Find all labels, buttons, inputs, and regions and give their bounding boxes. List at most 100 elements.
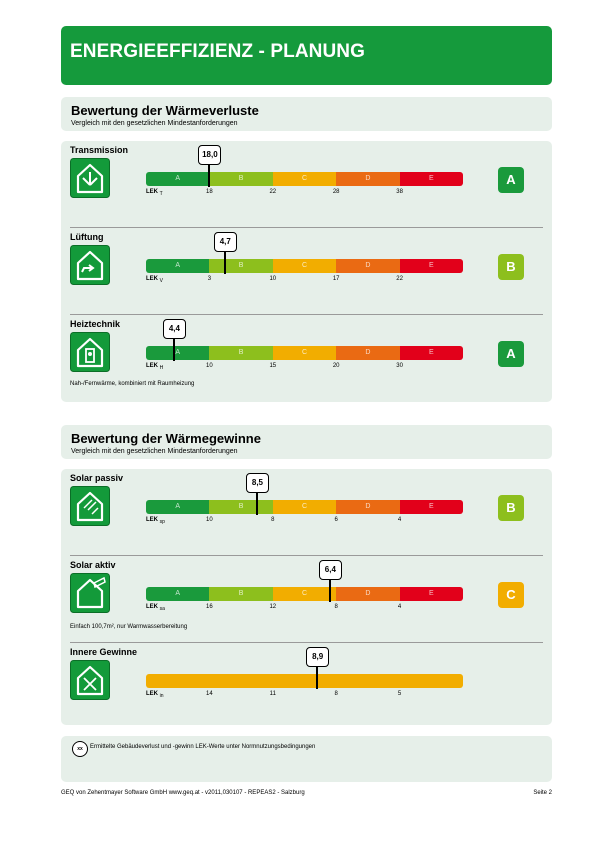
rating-segment-a: A (146, 346, 210, 360)
lek-subscript: sa (159, 606, 165, 612)
lek-label: LEK T (146, 189, 163, 197)
row-divider (70, 314, 543, 315)
rating-row-solar-passive: Solar passiv A B C D E LEK sp 10 8 6 4 8,5 B (61, 469, 552, 555)
rating-segment-d: D (336, 500, 400, 514)
row-divider (70, 227, 543, 228)
rating-segment-c: C (272, 346, 337, 360)
legend-text: Ermittelte Gebäudeverlust und -gewinn LE… (90, 744, 316, 750)
lek-label: LEK H (146, 363, 163, 371)
row-title: Heiztechnik (70, 319, 121, 329)
rating-segment-d: D (336, 587, 400, 601)
lek-text: LEK (146, 276, 158, 282)
rating-bar: A B C D E (146, 172, 463, 186)
section-title: Bewertung der Wärmegewinne (71, 431, 261, 446)
rating-segment-a: A (146, 500, 210, 514)
value-box: 4,7 (213, 232, 237, 252)
segment-label: A (175, 262, 181, 269)
rating-segment-c: C (272, 587, 337, 601)
footer-page-number: Seite 2 (533, 790, 552, 796)
section-heat-gain-body: Solar passiv A B C D E LEK sp 10 8 6 4 8,5 B Solar a… (61, 469, 552, 725)
value-box: 8,9 (306, 647, 330, 667)
grade-badge: A (498, 167, 524, 193)
tick-label: 22 (269, 189, 277, 195)
lek-text: LEK (146, 604, 158, 610)
value-needle (316, 665, 319, 689)
tick-label: 18 (206, 189, 213, 195)
page-title: ENERGIEEFFIZIENZ - PLANUNG (70, 41, 365, 62)
tick-label: 14 (206, 691, 213, 697)
row-title: Lüftung (70, 232, 104, 242)
rating-segment-d: D (336, 259, 400, 273)
tick-label: 38 (396, 189, 403, 195)
tick-label: 3 (207, 276, 212, 282)
page-header: ENERGIEEFFIZIENZ - PLANUNG (61, 26, 552, 85)
rating-bar: A B C D E (146, 587, 463, 601)
segment-label: B (238, 590, 244, 597)
rating-segment-e: E (399, 346, 463, 360)
house-solar-active-icon (70, 573, 110, 613)
tick-label: 10 (269, 276, 277, 282)
rating-row-solar-active: Solar aktiv A B C D E LEK sa 16 12 8 4 6,4 C (61, 556, 552, 642)
tick-label: 22 (396, 276, 403, 282)
rating-segment-b: B (209, 172, 273, 186)
segment-label: B (238, 175, 244, 182)
rating-bar-neutral (146, 674, 463, 688)
rating-row-ventilation: Lüftung A B C D E LEK V 3 10 17 22 4,7 B (61, 228, 552, 314)
house-heating-icon (70, 332, 110, 372)
value-needle (223, 250, 226, 274)
segment-label: C (301, 503, 308, 510)
rating-bar (146, 674, 463, 688)
segment-label: A (175, 590, 181, 597)
tick-label: 30 (396, 363, 403, 369)
value-needle (328, 578, 331, 602)
value-box-icon: xx (72, 741, 88, 757)
section-subtitle: Vergleich mit den gesetzlichen Mindestan… (71, 448, 238, 455)
segment-label: D (365, 349, 371, 356)
rating-row-internal-gains: Innere Gewinne LEK in 14 11 8 5 8,9 (61, 643, 552, 725)
rating-segment-e: E (399, 259, 463, 273)
rating-segment-e: E (399, 500, 463, 514)
row-divider (70, 642, 543, 643)
tick-label: 11 (269, 691, 276, 697)
tick-label: 4 (397, 517, 402, 523)
segment-label: E (428, 349, 434, 356)
rating-segment-c: C (272, 259, 337, 273)
value-box: 18,0 (198, 145, 222, 165)
tick-label: 16 (206, 604, 213, 610)
value-box: 6,4 (318, 560, 342, 580)
rating-segment-b: B (209, 500, 273, 514)
row-title: Innere Gewinne (70, 647, 138, 657)
lek-subscript: in (159, 693, 164, 699)
tick-label: 6 (334, 517, 338, 523)
value-box: 4,4 (162, 319, 186, 339)
lek-text: LEK (146, 517, 158, 523)
section-heat-gain-header: Bewertung der Wärmegewinne Vergleich mit… (61, 425, 552, 459)
grade-badge: A (498, 341, 524, 367)
solar-active-note: Einfach 100,7m², nur Warmwasserbereitung (70, 624, 188, 630)
rating-segment-d: D (336, 172, 400, 186)
rating-segment-b: B (209, 259, 273, 273)
lek-subscript: V (159, 278, 164, 284)
footer-software: GEQ von Zehentmayer Software GmbH www.ge… (61, 790, 305, 796)
row-title: Transmission (70, 145, 129, 155)
lek-label: LEK sp (146, 517, 165, 525)
segment-label: A (175, 349, 181, 356)
grade-badge: B (498, 495, 524, 521)
rating-row-transmission: Transmission A B C D E LEK T 18 22 28 38 18,0 A (61, 141, 552, 227)
lek-subscript: H (159, 365, 164, 371)
segment-label: D (365, 262, 371, 269)
house-ventilation-icon (70, 245, 110, 285)
rating-bar: A B C D E (146, 259, 463, 273)
value-needle (255, 491, 258, 515)
lek-subscript: sp (159, 519, 165, 525)
segment-label: C (301, 590, 308, 597)
segment-label: D (365, 590, 371, 597)
segment-label: A (175, 503, 181, 510)
segment-label: E (428, 590, 434, 597)
rating-segment-a: A (146, 172, 210, 186)
tick-label: 10 (206, 517, 213, 523)
rating-segment-e: E (399, 172, 463, 186)
segment-label: C (301, 262, 308, 269)
lek-subscript: T (159, 191, 163, 197)
rating-segment-b: B (209, 587, 273, 601)
